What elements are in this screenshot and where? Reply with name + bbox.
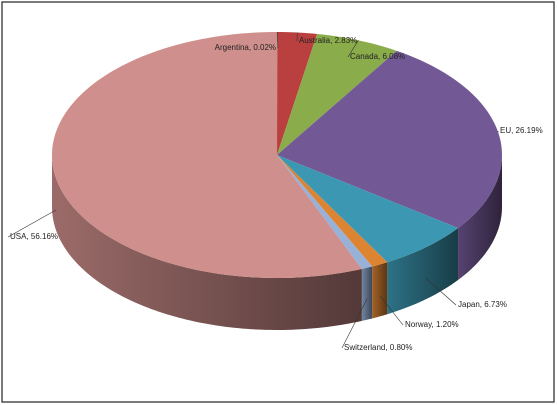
leader-line <box>341 298 368 349</box>
leader-line <box>347 40 359 58</box>
data-label: Norway, 1.20% <box>405 320 459 329</box>
pie-slice-side <box>458 155 502 281</box>
data-label: Japan, 6.73% <box>458 300 507 309</box>
pie-slice-side <box>372 262 388 319</box>
pie-slice <box>277 155 459 263</box>
pie-slice <box>277 32 318 156</box>
pie-slice-side <box>52 155 362 330</box>
leader-line <box>379 295 404 326</box>
data-label: Argentina, 0.02% <box>215 43 276 52</box>
pie-slice <box>277 50 502 229</box>
pie-slice <box>277 155 388 267</box>
pie-slice <box>277 155 373 269</box>
pie-slice-side <box>361 266 373 321</box>
leader-line <box>7 209 57 238</box>
pie-slice-side <box>387 228 459 315</box>
data-label: EU, 26.19% <box>500 126 543 135</box>
data-label: Canada, 6.08% <box>350 52 405 61</box>
pie-slice <box>52 32 362 278</box>
data-label: Australia, 2.83% <box>299 36 357 45</box>
data-label: Switzerland, 0.80% <box>344 343 412 352</box>
leader-line <box>425 278 457 306</box>
data-label: USA, 56.16% <box>10 232 58 241</box>
pie-slice <box>277 33 397 155</box>
leader-line <box>276 31 279 49</box>
